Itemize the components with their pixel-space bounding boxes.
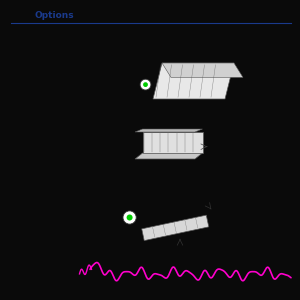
Circle shape: [143, 82, 148, 87]
Polygon shape: [142, 215, 209, 241]
Polygon shape: [153, 63, 234, 99]
Circle shape: [127, 214, 133, 220]
Polygon shape: [142, 132, 203, 153]
Circle shape: [123, 211, 136, 224]
Text: Options: Options: [34, 11, 74, 20]
Circle shape: [140, 79, 151, 90]
Polygon shape: [135, 129, 202, 132]
Polygon shape: [162, 63, 243, 77]
Polygon shape: [135, 153, 202, 159]
